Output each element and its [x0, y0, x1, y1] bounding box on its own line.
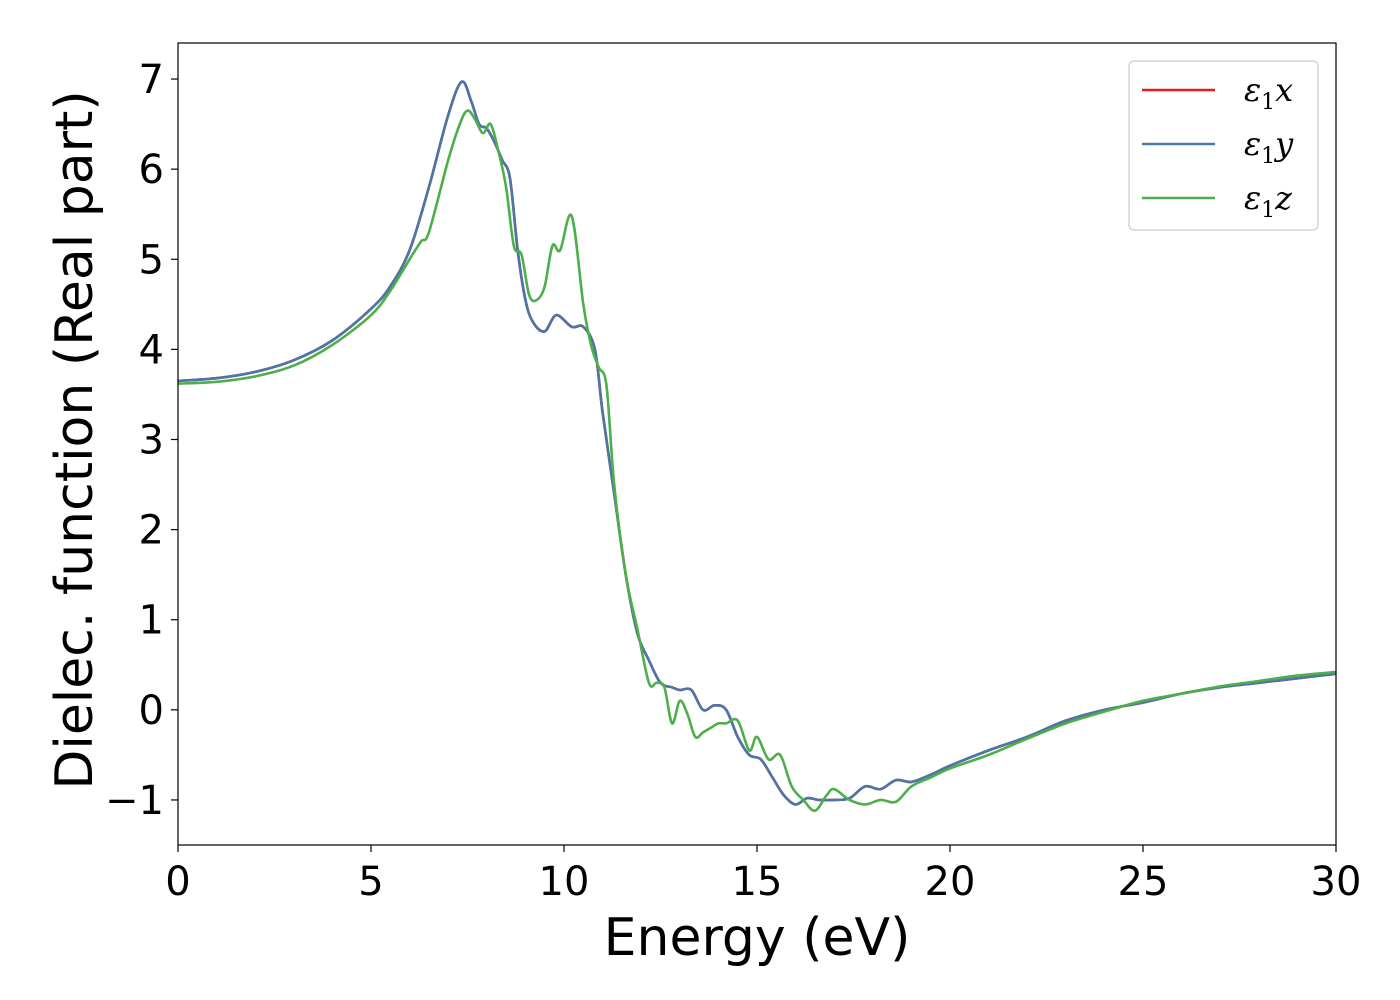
- x-axis-title: Energy (eV): [604, 908, 911, 968]
- x-tick-label: 30: [1311, 859, 1362, 905]
- y-tick-label: 0: [139, 688, 164, 734]
- y-tick-label: 3: [139, 417, 164, 463]
- legend-label-y: ε1y: [1244, 125, 1294, 169]
- y-axis-ticks: −1 0 1 2 3 4 5 6 7: [105, 57, 178, 824]
- x-tick-label: 5: [358, 859, 383, 905]
- legend: ε1x ε1y ε1z: [1128, 60, 1319, 231]
- legend-label-x: ε1x: [1244, 71, 1293, 115]
- x-tick-label: 10: [539, 859, 590, 905]
- x-tick-label: 25: [1118, 859, 1169, 905]
- y-tick-label: 6: [139, 147, 164, 193]
- x-tick-label: 20: [925, 859, 976, 905]
- series-layer: [178, 80, 1336, 813]
- series-line-y: [178, 80, 1336, 806]
- y-tick-label: 2: [139, 508, 164, 554]
- y-tick-label: −1: [105, 778, 164, 824]
- x-axis-ticks: 0 5 10 15 20 25 30: [165, 845, 1361, 905]
- x-tick-label: 15: [732, 859, 783, 905]
- x-tick-label: 0: [165, 859, 190, 905]
- legend-label-z: ε1z: [1244, 179, 1293, 223]
- series-line-z: [178, 109, 1336, 813]
- legend-frame: [1128, 60, 1319, 231]
- y-tick-label: 5: [139, 237, 164, 283]
- y-axis-title: Dielec. function (Real part): [45, 90, 105, 789]
- y-tick-label: 1: [139, 598, 164, 644]
- y-tick-label: 4: [139, 327, 164, 373]
- y-tick-label: 7: [139, 57, 164, 103]
